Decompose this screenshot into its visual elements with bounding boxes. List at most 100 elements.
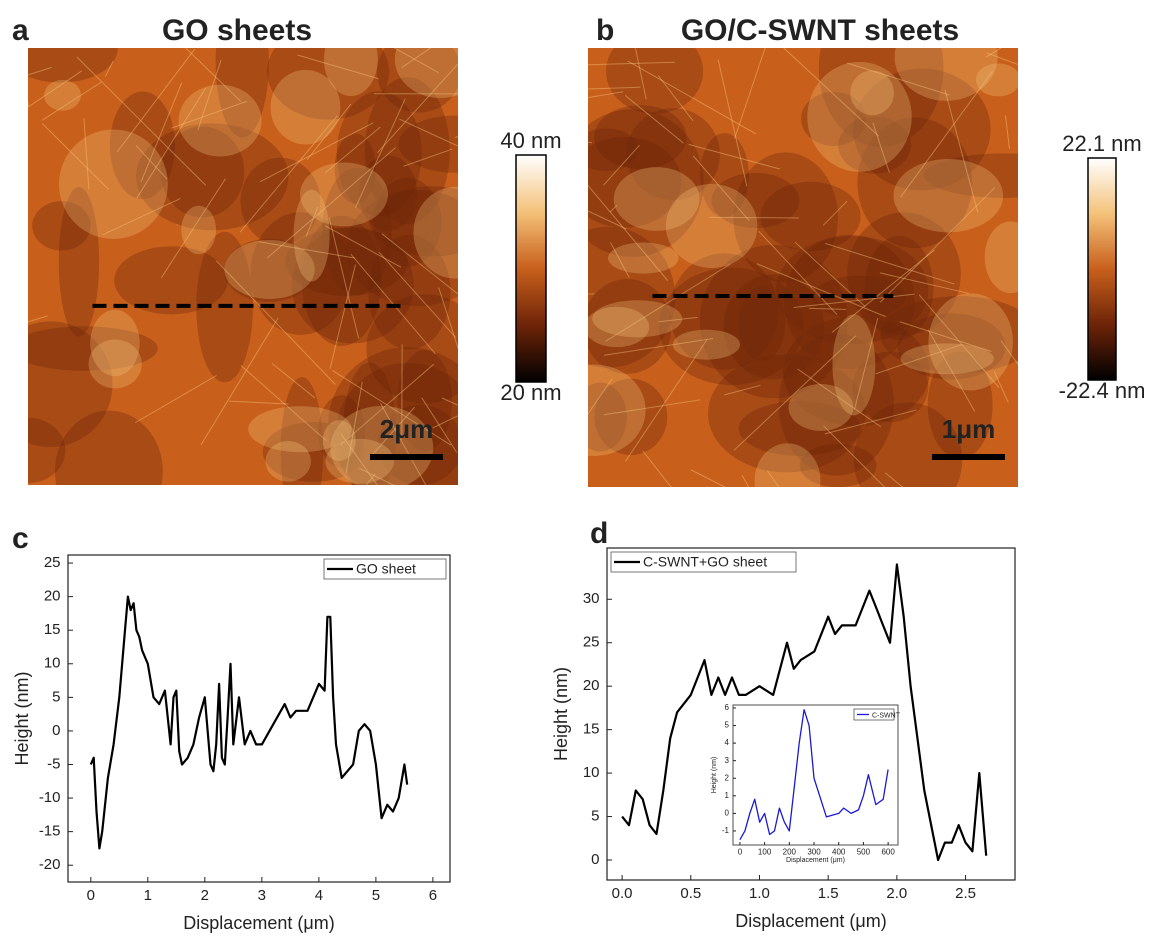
panel-letter: c xyxy=(12,522,29,555)
fiber xyxy=(171,100,247,129)
fiber xyxy=(944,89,979,213)
fiber xyxy=(734,48,766,139)
y-tick-label: 0 xyxy=(725,808,730,817)
fiber xyxy=(588,91,624,99)
fiber xyxy=(688,143,781,170)
fiber xyxy=(102,198,181,236)
axes-frame xyxy=(67,554,451,883)
fiber xyxy=(927,329,976,412)
texture xyxy=(880,296,1018,374)
fiber xyxy=(328,217,360,339)
fiber xyxy=(28,70,83,108)
y-tick-label: 0 xyxy=(591,851,599,868)
texture xyxy=(181,205,217,255)
texture xyxy=(328,347,458,485)
y-tick-label: 10 xyxy=(44,655,61,672)
texture xyxy=(322,420,356,461)
fiber xyxy=(136,87,207,199)
x-tick-label: 4 xyxy=(315,887,323,904)
texture xyxy=(323,48,378,97)
texture xyxy=(373,177,442,267)
fiber xyxy=(266,147,396,259)
texture xyxy=(852,351,929,423)
texture xyxy=(782,316,930,427)
texture xyxy=(32,201,91,251)
fiber xyxy=(709,216,799,219)
fiber xyxy=(793,293,915,309)
panel-letter: b xyxy=(596,14,614,47)
texture xyxy=(924,153,1018,198)
fiber xyxy=(354,98,406,209)
fiber xyxy=(403,148,453,167)
fiber xyxy=(588,210,627,230)
fiber xyxy=(624,339,708,462)
colorbar-label: 20 nm xyxy=(500,380,561,405)
texture xyxy=(592,300,683,338)
texture xyxy=(669,253,779,370)
colorbar xyxy=(1087,157,1117,381)
fiber xyxy=(76,56,207,186)
fiber xyxy=(875,343,963,375)
colorbar-label: 22.1 nm xyxy=(1062,131,1142,156)
fiber xyxy=(588,378,613,415)
texture xyxy=(853,68,991,191)
fiber xyxy=(824,409,917,435)
fiber xyxy=(345,381,363,475)
fiber xyxy=(822,200,848,226)
texture xyxy=(330,405,434,485)
scale-bar-label: 1μm xyxy=(942,414,996,444)
afm-image xyxy=(588,48,1018,487)
texture xyxy=(285,227,408,297)
fiber xyxy=(306,103,352,161)
fiber xyxy=(624,95,684,144)
y-tick-label: 4 xyxy=(725,738,730,747)
fiber xyxy=(381,233,458,295)
fiber xyxy=(1004,115,1011,149)
texture xyxy=(788,383,854,431)
texture xyxy=(346,189,458,307)
fiber xyxy=(324,126,381,174)
fiber xyxy=(756,263,886,318)
fiber xyxy=(329,264,356,369)
texture xyxy=(588,137,682,228)
texture xyxy=(975,63,1018,97)
texture xyxy=(90,309,140,377)
fiber xyxy=(340,363,435,446)
fiber xyxy=(259,122,374,183)
fiber xyxy=(588,184,669,281)
fiber xyxy=(717,59,748,187)
legend-box xyxy=(610,551,797,573)
fiber xyxy=(324,225,402,268)
texture xyxy=(738,401,861,456)
fiber xyxy=(609,204,618,213)
texture xyxy=(588,109,704,257)
fiber xyxy=(692,155,750,222)
fiber xyxy=(879,187,996,303)
texture xyxy=(215,48,269,138)
texture xyxy=(240,157,321,245)
axes-frame xyxy=(732,704,899,846)
texture xyxy=(334,133,376,204)
fiber xyxy=(823,425,886,487)
x-axis-label: Displacement (μm) xyxy=(786,857,845,864)
fiber xyxy=(305,206,319,237)
fiber xyxy=(341,434,378,485)
fiber xyxy=(200,317,279,446)
texture xyxy=(775,236,929,345)
fiber xyxy=(83,118,90,190)
fiber xyxy=(134,374,217,424)
texture xyxy=(801,91,867,146)
y-tick-label: -15 xyxy=(39,823,61,840)
texture xyxy=(864,235,934,341)
x-tick-label: 100 xyxy=(758,848,772,857)
legend-label: C-SWNT+GO sheet xyxy=(643,554,767,570)
fiber xyxy=(28,315,48,323)
texture xyxy=(368,234,451,350)
x-tick-label: 200 xyxy=(783,848,797,857)
texture xyxy=(178,84,262,157)
fiber xyxy=(41,81,102,121)
texture xyxy=(28,326,158,371)
texture xyxy=(778,333,894,476)
fiber xyxy=(116,48,196,153)
y-tick-label: 3 xyxy=(725,756,730,765)
